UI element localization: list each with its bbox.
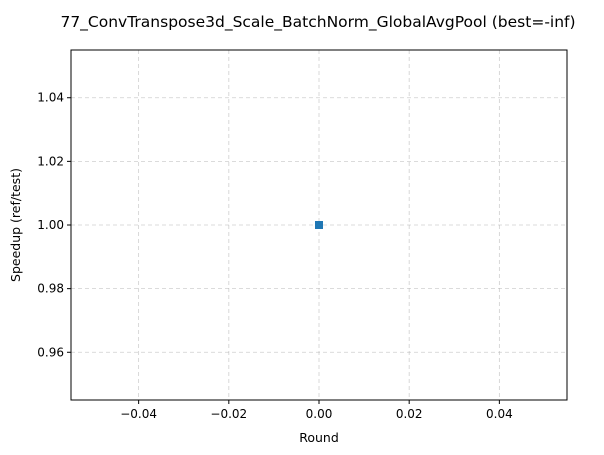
x-axis-label: Round bbox=[299, 430, 339, 445]
y-axis: 0.96 0.98 1.00 1.02 1.04 bbox=[37, 91, 71, 359]
x-tick-label: −0.02 bbox=[210, 407, 247, 421]
y-tick-label: 1.04 bbox=[37, 91, 64, 105]
chart-title: 77_ConvTranspose3d_Scale_BatchNorm_Globa… bbox=[60, 13, 575, 32]
x-tick-label: 0.02 bbox=[396, 407, 423, 421]
x-tick-label: 0.00 bbox=[306, 407, 333, 421]
y-tick-label: 1.00 bbox=[37, 218, 64, 232]
y-tick-label: 1.02 bbox=[37, 154, 64, 168]
data-series bbox=[315, 221, 323, 229]
x-tick-label: 0.04 bbox=[486, 407, 513, 421]
y-tick-label: 0.96 bbox=[37, 345, 64, 359]
data-point bbox=[315, 221, 323, 229]
x-tick-label: −0.04 bbox=[120, 407, 157, 421]
y-tick-label: 0.98 bbox=[37, 282, 64, 296]
grid bbox=[71, 50, 567, 400]
y-axis-label: Speedup (ref/test) bbox=[8, 168, 23, 282]
x-axis: −0.04 −0.02 0.00 0.02 0.04 bbox=[120, 400, 513, 421]
